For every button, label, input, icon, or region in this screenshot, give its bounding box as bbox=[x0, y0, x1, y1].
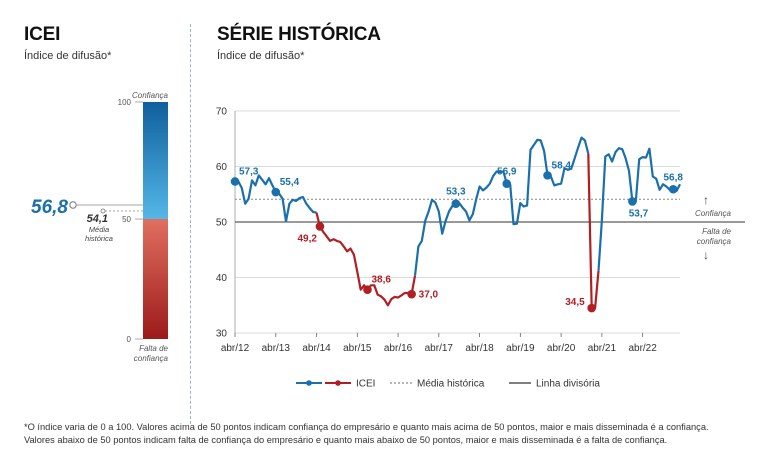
icei-series-red-segment bbox=[587, 153, 600, 310]
gauge-bottom-label-2: confiança bbox=[134, 354, 169, 363]
gauge-tick-0: 0 bbox=[127, 335, 132, 344]
icei-subtitle: Índice de difusão* bbox=[24, 50, 112, 62]
data-label: 37,0 bbox=[419, 290, 439, 301]
panel-separator bbox=[190, 24, 191, 424]
x-tick-label: abr/22 bbox=[628, 343, 657, 354]
series-title: SÉRIE HISTÓRICA bbox=[217, 24, 381, 45]
y-tick-label: 60 bbox=[216, 162, 228, 173]
legend: ICEI Média histórica Linha divisória bbox=[296, 379, 600, 390]
data-point bbox=[451, 199, 461, 208]
gauge-tick-100: 100 bbox=[118, 98, 132, 107]
confidence-label: Confiança bbox=[695, 209, 732, 218]
x-tick-label: abr/17 bbox=[425, 343, 454, 354]
legend-divider-label: Linha divisória bbox=[536, 379, 600, 390]
data-label: 49,2 bbox=[297, 233, 317, 244]
data-point bbox=[668, 184, 678, 194]
footnote-line-1: *O índice varia de 0 a 100. Valores acim… bbox=[24, 422, 709, 432]
gauge-confidence-bar bbox=[143, 102, 168, 219]
x-tick-label: abr/15 bbox=[343, 343, 372, 354]
gauge-top-label: Confiança bbox=[132, 91, 169, 100]
data-point bbox=[271, 187, 281, 197]
current-value: 56,8 bbox=[31, 197, 68, 218]
y-tick-label: 40 bbox=[216, 273, 228, 284]
data-label: 53,7 bbox=[629, 208, 649, 219]
icei-gauge: Confiança 100 50 0 56,8 54,1 Média histó… bbox=[31, 91, 169, 363]
x-tick-label: abr/12 bbox=[221, 343, 250, 354]
icei-series-blue-segment bbox=[597, 147, 681, 271]
data-label: 56,9 bbox=[497, 167, 517, 178]
data-point bbox=[587, 303, 596, 313]
data-point bbox=[315, 222, 325, 231]
x-tick-label: abr/21 bbox=[588, 343, 617, 354]
gauge-lack-bar bbox=[143, 219, 168, 339]
icei-series-blue-segment bbox=[413, 136, 590, 276]
data-label: 58,4 bbox=[552, 160, 572, 171]
x-tick-label: abr/20 bbox=[547, 343, 576, 354]
data-label: 53,3 bbox=[446, 187, 466, 198]
data-point bbox=[230, 177, 240, 186]
gauge-bottom-label-1: Falta de bbox=[139, 344, 168, 353]
x-tick-label: abr/13 bbox=[262, 343, 291, 354]
historical-avg-label-1: Média bbox=[89, 225, 109, 234]
x-tick-label: abr/16 bbox=[384, 343, 413, 354]
gauge-tick-50: 50 bbox=[122, 215, 131, 224]
data-label: 57,3 bbox=[239, 166, 259, 177]
icei-title: ICEI bbox=[24, 24, 61, 45]
y-tick-label: 50 bbox=[216, 218, 228, 229]
y-tick-label: 70 bbox=[216, 107, 228, 118]
data-point bbox=[407, 289, 416, 299]
historical-avg-label-2: histórica bbox=[85, 234, 113, 243]
legend-icei-label: ICEI bbox=[356, 379, 375, 390]
data-point bbox=[628, 197, 637, 206]
data-point bbox=[543, 171, 552, 180]
x-tick-label: abr/18 bbox=[465, 343, 494, 354]
data-label: 55,4 bbox=[280, 177, 300, 188]
lack-confidence-label-2: confiança bbox=[697, 237, 732, 246]
lack-confidence-label-1: Falta de bbox=[702, 227, 731, 236]
x-tick-label: abr/19 bbox=[506, 343, 535, 354]
data-label: 56,8 bbox=[663, 172, 683, 183]
footnote: *O índice varia de 0 a 100. Valores acim… bbox=[24, 421, 736, 446]
data-label: 38,6 bbox=[371, 275, 391, 286]
data-point bbox=[363, 285, 372, 295]
footnote-line-2: Valores abaixo de 50 pontos indicam falt… bbox=[24, 434, 668, 445]
x-tick-label: abr/14 bbox=[302, 343, 331, 354]
y-tick-label: 30 bbox=[216, 329, 228, 340]
data-label: 34,5 bbox=[565, 297, 585, 308]
icei-series-blue-segment bbox=[235, 174, 317, 223]
historical-avg-value: 54,1 bbox=[87, 213, 108, 225]
legend-avg-label: Média histórica bbox=[417, 379, 485, 390]
confidence-down-arrow: ↓ bbox=[703, 248, 709, 262]
icei-line-chart: 30 40 50 60 70 abr/12 abr/13 abr/14 abr/15 abr/1… bbox=[216, 107, 745, 390]
confidence-up-arrow: ↑ bbox=[703, 193, 709, 207]
data-point bbox=[502, 179, 512, 189]
series-subtitle: Índice de difusão* bbox=[217, 50, 305, 62]
